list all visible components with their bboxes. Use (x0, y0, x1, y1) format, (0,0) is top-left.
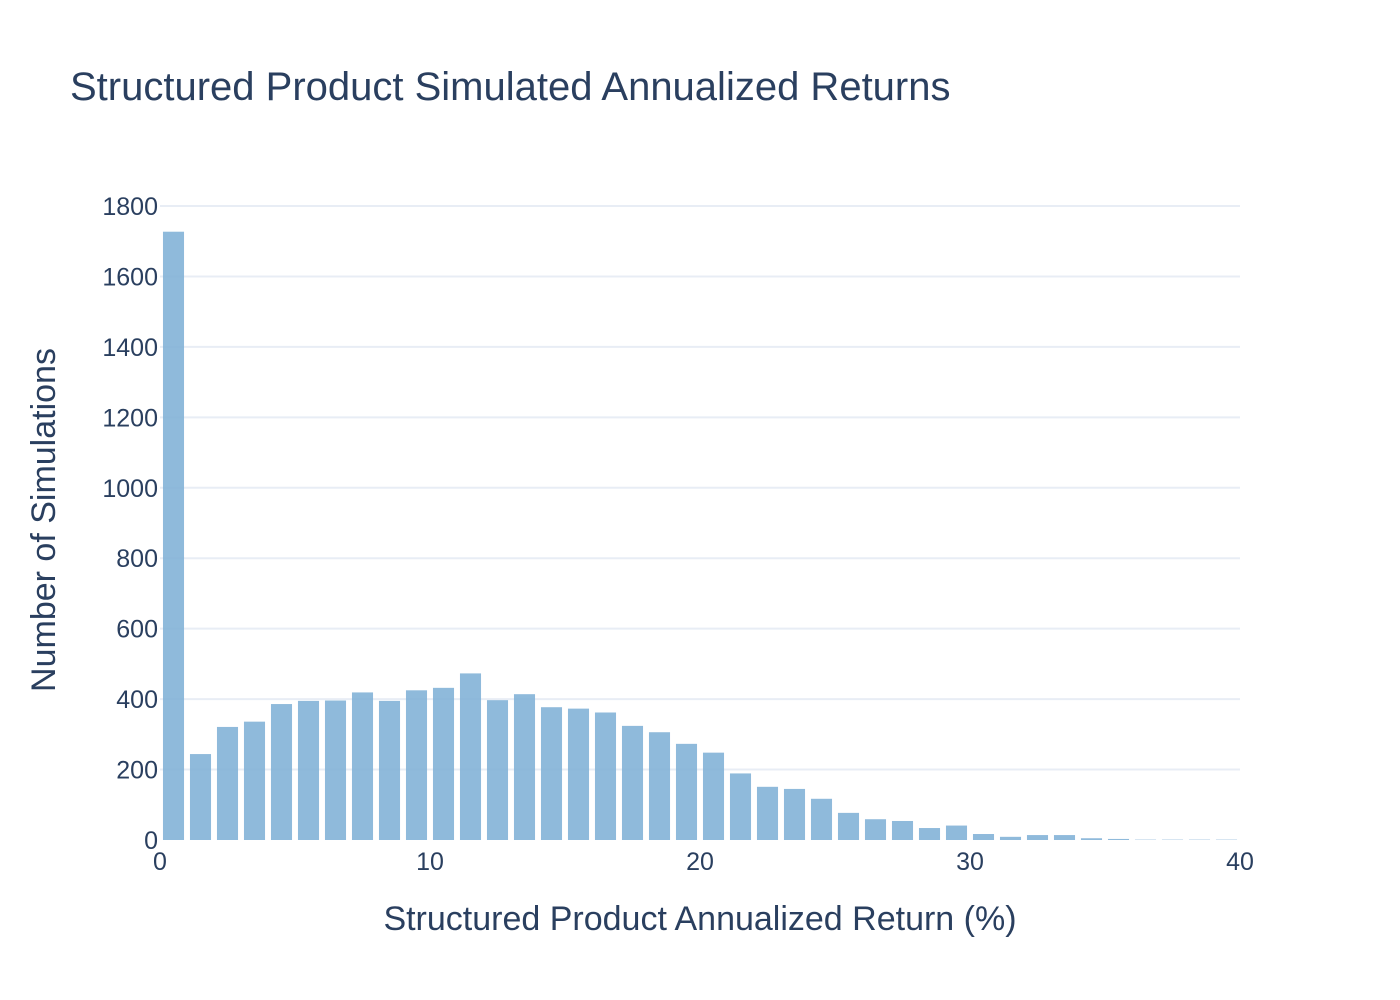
histogram-bar (621, 725, 644, 840)
histogram-bar (972, 834, 995, 840)
histogram-bar (1107, 838, 1130, 840)
y-tick-label: 800 (116, 545, 158, 573)
histogram-bar (756, 786, 779, 840)
bars (162, 231, 1238, 840)
histogram-bar (810, 798, 833, 840)
histogram-bar (918, 828, 941, 840)
histogram-bar (1053, 835, 1076, 840)
chart-title: Structured Product Simulated Annualized … (70, 65, 951, 109)
x-axis-title: Structured Product Annualized Return (%) (383, 900, 1016, 938)
y-tick-label: 200 (116, 757, 158, 785)
y-axis-title: Number of Simulations (25, 348, 63, 692)
histogram-bar (378, 700, 401, 840)
x-tick-label: 10 (416, 848, 444, 876)
y-tick-label: 600 (116, 616, 158, 644)
y-tick-label: 400 (116, 686, 158, 714)
histogram-bar (567, 708, 590, 840)
grid-lines (160, 205, 1240, 771)
histogram-bar (837, 812, 860, 840)
histogram-bar (729, 773, 752, 840)
histogram-bar (999, 836, 1022, 840)
histogram-bar (864, 819, 887, 840)
x-tick-labels: 0 10 20 30 40 (153, 848, 1254, 876)
y-tick-labels: 0 200 400 600 800 1000 1200 1400 1600 1800 (102, 193, 158, 855)
x-tick-label: 0 (153, 848, 167, 876)
histogram-bar (540, 707, 563, 840)
y-tick-label: 1200 (102, 404, 158, 432)
histogram-bar (891, 820, 914, 840)
x-tick-label: 20 (686, 848, 714, 876)
histogram-bar (459, 673, 482, 840)
histogram-bar (783, 788, 806, 840)
histogram-bar (216, 726, 239, 840)
histogram-bar (270, 704, 293, 840)
histogram-bar (189, 754, 212, 840)
histogram-bar (945, 825, 968, 840)
histogram-bar (1080, 838, 1103, 840)
x-tick-label: 30 (956, 848, 984, 876)
y-tick-label: 1400 (102, 334, 158, 362)
histogram-bar (243, 721, 266, 840)
y-tick-label: 1000 (102, 475, 158, 503)
histogram-bar (702, 752, 725, 840)
y-tick-label: 0 (144, 827, 158, 855)
y-tick-label: 1800 (102, 193, 158, 221)
histogram-bar (648, 732, 671, 840)
histogram-bar (405, 690, 428, 840)
histogram-bar (162, 231, 185, 840)
histogram-bar (675, 743, 698, 840)
histogram-bar (513, 694, 536, 840)
histogram-bar (297, 700, 320, 840)
histogram-bar (324, 700, 347, 840)
histogram-bar (351, 692, 374, 840)
x-tick-label: 40 (1226, 848, 1254, 876)
histogram-bar (594, 712, 617, 840)
histogram-bar (1026, 835, 1049, 840)
y-tick-label: 1600 (102, 263, 158, 291)
histogram-bar (432, 687, 455, 840)
histogram-bar (486, 700, 509, 840)
